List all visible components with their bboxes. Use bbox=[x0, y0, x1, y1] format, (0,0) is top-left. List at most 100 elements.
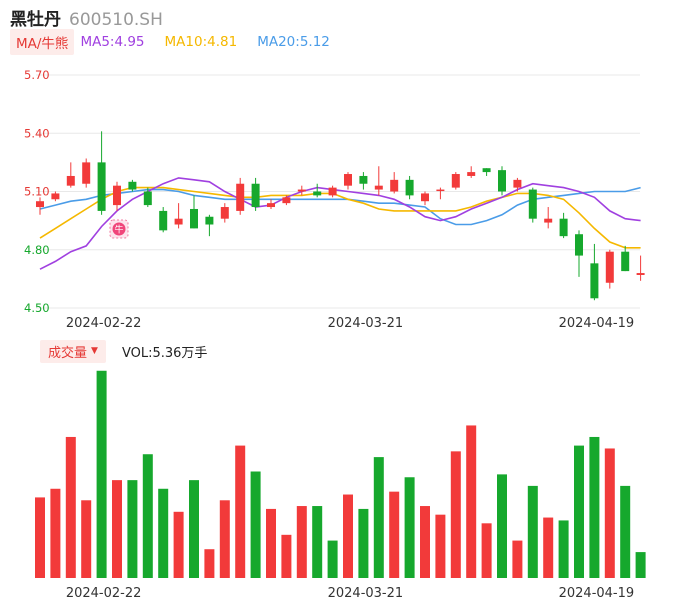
candle-body bbox=[575, 234, 583, 256]
volume-bar bbox=[266, 508, 276, 578]
volume-bar bbox=[158, 488, 169, 578]
candle-body bbox=[282, 197, 291, 204]
ma5-line bbox=[39, 177, 641, 270]
volume-bar bbox=[343, 494, 353, 578]
candle-body bbox=[544, 218, 553, 223]
candle-body bbox=[36, 201, 44, 208]
volume-bar bbox=[389, 491, 400, 578]
candle-body bbox=[482, 168, 491, 173]
volume-bar bbox=[327, 540, 338, 578]
price-tick-label: 4.80 bbox=[24, 243, 50, 257]
price-date-label: 2024-02-22 bbox=[66, 316, 142, 331]
candle-body bbox=[51, 193, 60, 200]
volume-indicator-dropdown[interactable]: 成交量 ▼ bbox=[40, 339, 106, 363]
volume-bar bbox=[373, 457, 384, 578]
candle-body bbox=[159, 210, 168, 231]
candle-body bbox=[205, 216, 214, 225]
volume-tag-label: 成交量 bbox=[48, 345, 88, 361]
candle-body bbox=[498, 170, 506, 192]
candle-body bbox=[590, 263, 599, 299]
volume-bar bbox=[404, 477, 415, 578]
ma20-legend: MA20:5.12 bbox=[257, 34, 330, 50]
volume-bar bbox=[235, 445, 246, 578]
volume-bar bbox=[450, 451, 461, 578]
volume-bar bbox=[512, 540, 523, 578]
candle-body bbox=[313, 191, 322, 196]
candle-body bbox=[97, 162, 106, 211]
candle-body bbox=[374, 185, 383, 190]
volume-bar bbox=[65, 436, 76, 578]
volume-bar bbox=[81, 500, 92, 578]
volume-bar bbox=[35, 497, 45, 578]
volume-bar bbox=[466, 425, 477, 578]
volume-bar bbox=[497, 474, 507, 578]
candle-body bbox=[513, 179, 522, 188]
candle-body bbox=[636, 273, 645, 275]
volume-date-label: 2024-04-19 bbox=[559, 586, 635, 601]
volume-bar bbox=[204, 549, 215, 578]
candle-body bbox=[113, 185, 121, 206]
volume-bar bbox=[173, 511, 184, 578]
candle-body bbox=[297, 189, 306, 192]
volume-bar bbox=[112, 480, 122, 578]
volume-bar bbox=[127, 480, 138, 578]
volume-bar bbox=[620, 485, 631, 578]
price-tick-label: 4.50 bbox=[24, 301, 50, 315]
candle-body bbox=[251, 183, 260, 208]
price-tick-label: 5.40 bbox=[24, 126, 50, 140]
stock-header: 黑牡丹 600510.SH bbox=[10, 5, 163, 30]
ma-legend: MA/牛熊 MA5:4.95 MA10:4.81 MA20:5.12 bbox=[10, 29, 344, 55]
candle-body bbox=[451, 174, 460, 188]
candle-body bbox=[66, 175, 75, 186]
volume-bar bbox=[481, 523, 492, 578]
volume-value: VOL:5.36万手 bbox=[121, 345, 208, 361]
volume-date-label: 2024-02-22 bbox=[66, 586, 142, 601]
volume-bar bbox=[527, 485, 538, 578]
volume-bar bbox=[420, 506, 430, 578]
price-tick-label: 5.10 bbox=[24, 185, 50, 199]
volume-date-label: 2024-03-21 bbox=[328, 586, 404, 601]
volume-bar bbox=[50, 488, 61, 578]
candle-body bbox=[467, 172, 476, 176]
candle-body bbox=[436, 189, 445, 192]
volume-bar bbox=[312, 506, 323, 578]
volume-bar bbox=[189, 480, 199, 578]
candle-body bbox=[621, 251, 630, 272]
candle-body bbox=[405, 179, 414, 196]
volume-bar bbox=[543, 517, 554, 578]
bull-marker-label: 牛 bbox=[114, 224, 123, 236]
ma10-line bbox=[39, 186, 641, 249]
price-date-label: 2024-03-21 bbox=[328, 316, 404, 331]
volume-bar bbox=[635, 552, 646, 578]
price-date-label: 2024-04-19 bbox=[559, 316, 635, 331]
candle-body bbox=[128, 181, 137, 190]
volume-bar bbox=[604, 448, 615, 578]
volume-bar bbox=[142, 454, 153, 578]
candle-body bbox=[190, 208, 198, 229]
candle-body bbox=[528, 189, 537, 219]
volume-bar bbox=[558, 520, 569, 578]
stock-code: 600510.SH bbox=[69, 10, 163, 30]
candle-body bbox=[344, 174, 352, 186]
volume-bar bbox=[435, 514, 446, 578]
volume-bar bbox=[219, 500, 230, 578]
candle-body bbox=[421, 193, 429, 202]
volume-bar bbox=[250, 471, 261, 578]
volume-bar bbox=[574, 445, 584, 578]
volume-bar bbox=[589, 436, 600, 578]
ma20-line bbox=[39, 186, 641, 226]
stock-name: 黑牡丹 bbox=[10, 10, 61, 30]
ma-bull-bear-toggle[interactable]: MA/牛熊 bbox=[10, 29, 75, 55]
volume-bar bbox=[96, 370, 107, 578]
candle-body bbox=[82, 162, 91, 184]
caret-down-icon: ▼ bbox=[91, 346, 98, 356]
volume-bar bbox=[296, 506, 307, 578]
ma10-legend: MA10:4.81 bbox=[164, 34, 238, 50]
volume-legend: 成交量 ▼ VOL:5.36万手 bbox=[40, 339, 208, 363]
candle-body bbox=[328, 187, 337, 196]
candle-body bbox=[174, 218, 183, 225]
candle-body bbox=[143, 191, 152, 206]
price-tick-label: 5.70 bbox=[24, 68, 50, 82]
candle-body bbox=[220, 207, 229, 219]
